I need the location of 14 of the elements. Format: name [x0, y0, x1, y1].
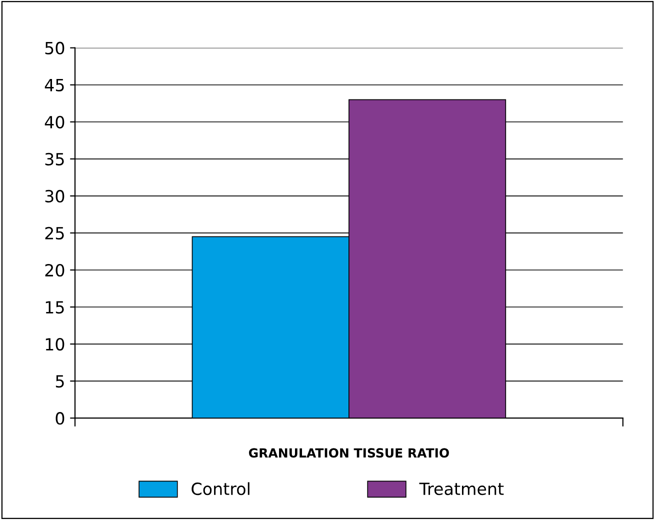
y-tick-label: 15 — [46, 301, 64, 314]
legend-label: Treatment — [419, 482, 504, 496]
y-tick-label: 0 — [56, 412, 64, 425]
y-tick-label: 50 — [45, 42, 64, 54]
y-tick-label: 45 — [44, 79, 64, 92]
y-tick-label: 10 — [46, 338, 64, 351]
legend-label: Control — [192, 482, 250, 496]
x-axis-title: GRANULATION TISSUE RATIO — [248, 448, 449, 458]
y-tick-label: 25 — [45, 226, 64, 240]
y-tick-label: 30 — [45, 190, 64, 203]
y-tick-label: 5 — [56, 375, 64, 388]
y-tick-label: 40 — [44, 116, 64, 128]
y-tick-label: 20 — [45, 264, 64, 277]
y-tick-label: 35 — [45, 152, 64, 166]
